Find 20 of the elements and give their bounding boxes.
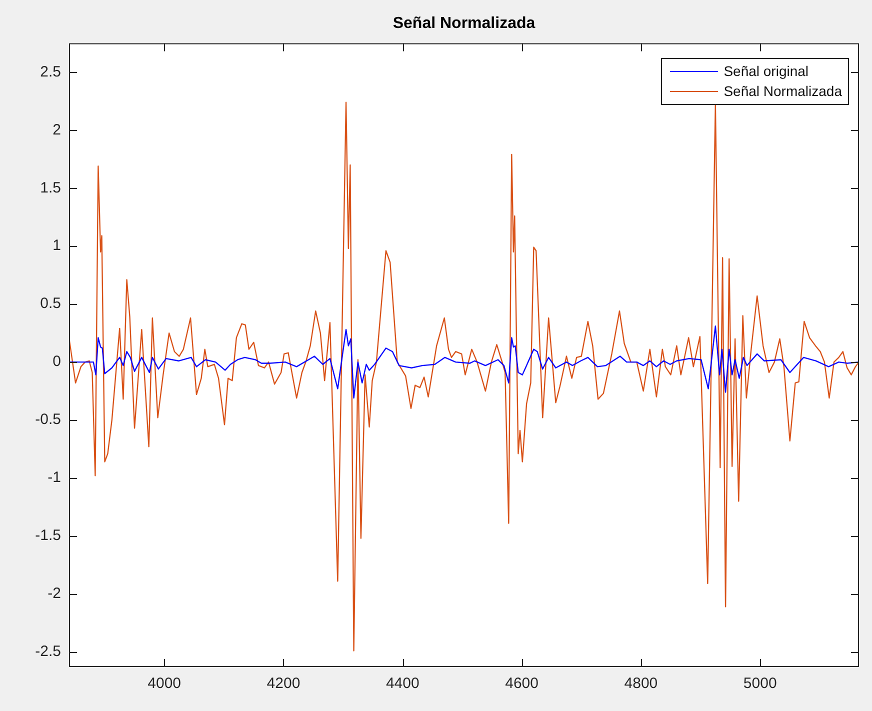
y-tick-label: -1 (48, 469, 61, 486)
y-tick-label: -1.5 (35, 527, 61, 544)
legend-label: Señal Normalizada (724, 83, 842, 100)
x-tick-label: 5000 (743, 675, 777, 692)
y-tick-label: -2.5 (35, 643, 61, 660)
y-tick-label: 1.5 (40, 179, 61, 196)
x-tick-label: 4800 (624, 675, 658, 692)
y-tick-label: 2 (52, 121, 61, 138)
y-tick-label: 0 (52, 353, 61, 370)
y-tick-label: 0.5 (40, 295, 61, 312)
x-tick-label: 4400 (386, 675, 420, 692)
y-tick-label: -2 (48, 585, 61, 602)
x-tick-label: 4200 (266, 675, 300, 692)
chart-title: Señal Normalizada (392, 15, 536, 32)
y-tick-label: 1 (52, 237, 61, 254)
y-tick-label: 2.5 (40, 63, 61, 80)
x-tick-label: 4600 (505, 675, 538, 692)
x-tick-label: 4000 (148, 675, 182, 692)
y-tick-label: -0.5 (35, 411, 61, 428)
legend-label: Señal original (724, 63, 809, 80)
